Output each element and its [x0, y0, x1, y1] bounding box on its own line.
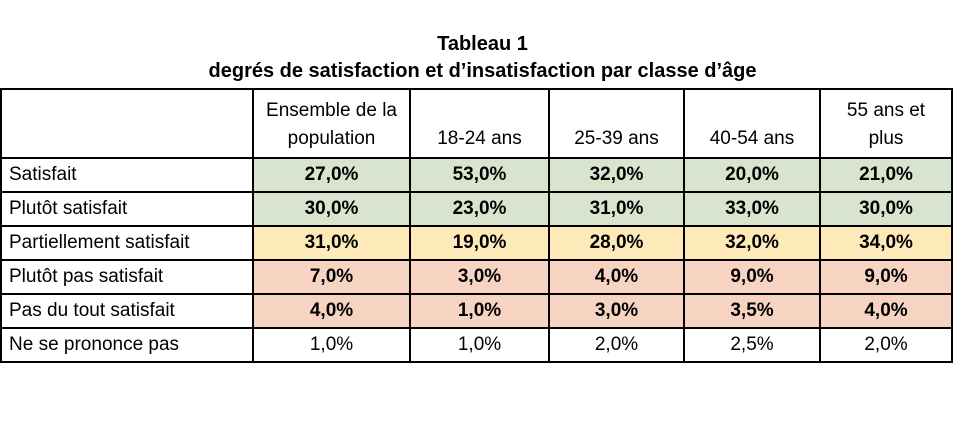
header-row: Ensemble de la population 18-24 ans 25-3… — [0, 88, 953, 159]
satisfaction-table: Ensemble de la population 18-24 ans 25-3… — [0, 88, 953, 363]
value-cell: 31,0% — [548, 191, 685, 227]
col-header-ensemble: Ensemble de la population — [252, 88, 411, 159]
row-label: Plutôt satisfait — [0, 191, 254, 227]
value-cell: 4,0% — [548, 259, 685, 295]
row-label: Ne se prononce pas — [0, 327, 254, 363]
table-body: Satisfait 27,0% 53,0% 32,0% 20,0% 21,0% Plutôt… — [0, 157, 953, 363]
title-line-1: Tableau 1 — [437, 33, 528, 55]
value-cell: 30,0% — [819, 191, 953, 227]
row-label: Pas du tout satisfait — [0, 293, 254, 329]
value-cell: 3,0% — [409, 259, 550, 295]
row-label: Partiellement satisfait — [0, 225, 254, 261]
value-cell: 32,0% — [548, 157, 685, 193]
value-cell: 1,0% — [409, 327, 550, 363]
value-cell: 19,0% — [409, 225, 550, 261]
table-row: Ne se prononce pas 1,0% 1,0% 2,0% 2,5% 2,0% — [0, 327, 953, 363]
value-cell: 4,0% — [252, 293, 411, 329]
value-cell: 1,0% — [409, 293, 550, 329]
table-row: Pas du tout satisfait 4,0% 1,0% 3,0% 3,5% 4,0… — [0, 293, 953, 329]
value-cell: 3,5% — [683, 293, 821, 329]
col-header-25-39: 25-39 ans — [548, 88, 685, 159]
value-cell: 4,0% — [819, 293, 953, 329]
value-cell: 3,0% — [548, 293, 685, 329]
value-cell: 21,0% — [819, 157, 953, 193]
value-cell: 2,5% — [683, 327, 821, 363]
table-row: Satisfait 27,0% 53,0% 32,0% 20,0% 21,0% — [0, 157, 953, 193]
value-cell: 27,0% — [252, 157, 411, 193]
value-cell: 34,0% — [819, 225, 953, 261]
row-label: Plutôt pas satisfait — [0, 259, 254, 295]
table-row: Partiellement satisfait 31,0% 19,0% 28,0% 32… — [0, 225, 953, 261]
value-cell: 30,0% — [252, 191, 411, 227]
table-row: Plutôt satisfait 30,0% 23,0% 31,0% 33,0% 30,0… — [0, 191, 953, 227]
value-cell: 9,0% — [819, 259, 953, 295]
row-label: Satisfait — [0, 157, 254, 193]
value-cell: 7,0% — [252, 259, 411, 295]
value-cell: 53,0% — [409, 157, 550, 193]
corner-cell — [0, 88, 254, 159]
value-cell: 2,0% — [548, 327, 685, 363]
value-cell: 1,0% — [252, 327, 411, 363]
value-cell: 9,0% — [683, 259, 821, 295]
title-line-2: degrés de satisfaction et d’insatisfacti… — [208, 60, 757, 82]
table-title: Tableau 1 degrés de satisfaction et d’in… — [0, 31, 965, 85]
value-cell: 2,0% — [819, 327, 953, 363]
value-cell: 32,0% — [683, 225, 821, 261]
col-header-18-24: 18-24 ans — [409, 88, 550, 159]
value-cell: 28,0% — [548, 225, 685, 261]
table-row: Plutôt pas satisfait 7,0% 3,0% 4,0% 9,0% 9,0% — [0, 259, 953, 295]
value-cell: 33,0% — [683, 191, 821, 227]
value-cell: 23,0% — [409, 191, 550, 227]
col-header-55-plus: 55 ans et plus — [819, 88, 953, 159]
col-header-40-54: 40-54 ans — [683, 88, 821, 159]
value-cell: 20,0% — [683, 157, 821, 193]
value-cell: 31,0% — [252, 225, 411, 261]
